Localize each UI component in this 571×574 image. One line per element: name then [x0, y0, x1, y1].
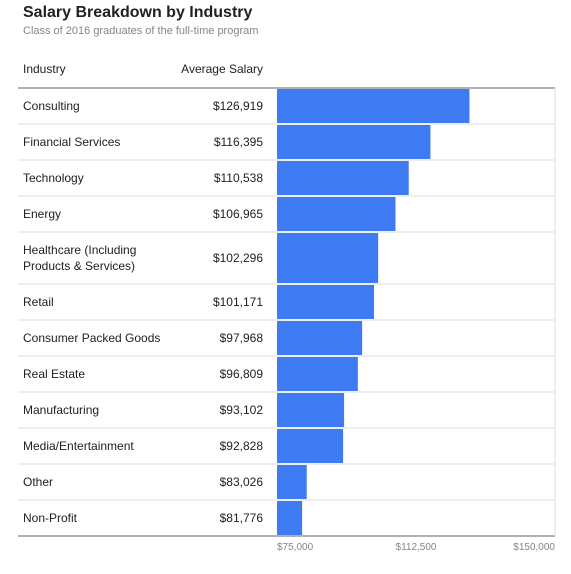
- row-value: $96,809: [220, 367, 264, 381]
- column-header-average-salary: Average Salary: [181, 62, 263, 76]
- row-label: Technology: [23, 171, 84, 185]
- row-label: Non-Profit: [23, 511, 78, 525]
- row-label: Consulting: [23, 99, 80, 113]
- row-value: $101,171: [213, 295, 263, 309]
- row-value: $93,102: [220, 403, 264, 417]
- bar: [277, 197, 396, 231]
- row-label: Other: [23, 475, 53, 489]
- bar: [277, 321, 363, 355]
- row-value: $97,968: [220, 331, 264, 345]
- bar: [277, 161, 409, 195]
- bar: [277, 357, 358, 391]
- row-label: Media/Entertainment: [23, 439, 134, 453]
- row-label: Real Estate: [23, 367, 85, 381]
- row-label: Energy: [23, 207, 61, 221]
- column-header-industry: Industry: [23, 62, 66, 76]
- row-label: Retail: [23, 295, 54, 309]
- bar: [277, 233, 379, 283]
- row-value: $92,828: [220, 439, 264, 453]
- row-value: $116,395: [214, 135, 263, 149]
- row-label: Consumer Packed Goods: [23, 331, 160, 345]
- chart-subtitle: Class of 2016 graduates of the full-time…: [23, 25, 259, 37]
- row-label: Manufacturing: [23, 403, 99, 417]
- row-value: $81,776: [220, 511, 264, 525]
- row-value: $102,296: [213, 251, 263, 265]
- bar: [277, 285, 375, 319]
- bar: [277, 393, 345, 427]
- bar: [277, 465, 307, 499]
- row-value: $110,538: [214, 171, 263, 185]
- chart-title: Salary Breakdown by Industry: [23, 4, 253, 21]
- bar: [277, 125, 431, 159]
- row-label: Healthcare (Including Products & Services…: [23, 243, 136, 273]
- tick-label: $150,000: [513, 542, 555, 553]
- row-value: $106,965: [213, 207, 263, 221]
- row-label: Financial Services: [23, 135, 120, 149]
- row-value: $83,026: [220, 475, 264, 489]
- bar: [277, 429, 344, 463]
- tick-label: $112,500: [396, 542, 437, 553]
- bar: [277, 89, 470, 123]
- row-value: $126,919: [213, 99, 263, 113]
- bar: [277, 501, 303, 535]
- tick-label: $75,000: [277, 542, 314, 553]
